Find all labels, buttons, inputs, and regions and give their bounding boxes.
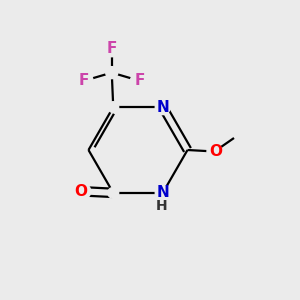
Circle shape bbox=[108, 102, 119, 112]
Circle shape bbox=[108, 188, 119, 198]
Circle shape bbox=[207, 144, 222, 159]
Circle shape bbox=[155, 185, 170, 200]
Circle shape bbox=[131, 74, 144, 87]
Circle shape bbox=[155, 100, 170, 115]
Text: N: N bbox=[156, 100, 169, 115]
Circle shape bbox=[106, 67, 118, 79]
Text: N: N bbox=[156, 185, 169, 200]
Text: F: F bbox=[134, 73, 145, 88]
Circle shape bbox=[105, 44, 119, 57]
Text: H: H bbox=[156, 200, 168, 213]
Text: O: O bbox=[74, 184, 87, 199]
Circle shape bbox=[80, 74, 93, 87]
Circle shape bbox=[76, 184, 91, 199]
Text: F: F bbox=[106, 41, 117, 56]
Text: O: O bbox=[209, 144, 222, 159]
Text: F: F bbox=[79, 73, 89, 88]
